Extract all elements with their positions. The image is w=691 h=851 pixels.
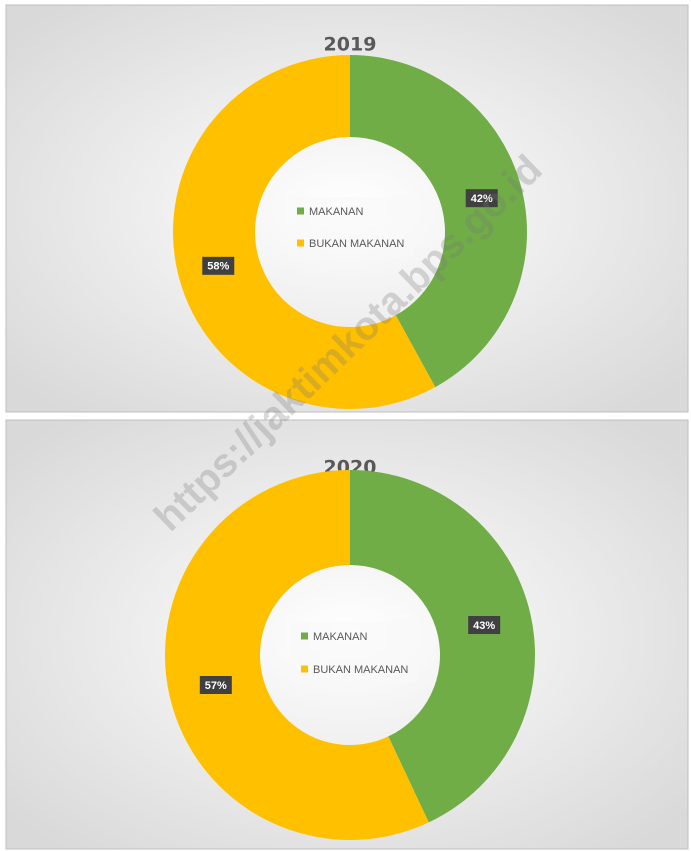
legend-box [289,197,414,257]
legend-box [293,622,418,683]
legend-marker [297,207,304,215]
donut-slice [165,470,429,840]
data-label: 58% [207,261,229,273]
legend-marker [301,665,308,673]
legend-marker [301,632,308,640]
legend-label: MAKANAN [313,631,367,643]
donut-slice [350,55,528,388]
legend-label: BUKAN MAKANAN [313,664,408,676]
legend-marker [297,239,304,247]
data-label: 43% [473,620,495,632]
data-label-box [202,256,235,275]
data-label-box [468,616,501,635]
data-label-box [199,675,232,694]
data-label-box [465,189,498,208]
legend-label: MAKANAN [309,206,363,218]
data-label: 57% [205,680,227,692]
donut-slice [350,470,536,823]
data-label: 42% [471,193,493,205]
chart-title: 2019 [324,34,377,56]
donut-slice [173,55,436,409]
legend-label: BUKAN MAKANAN [309,238,404,250]
